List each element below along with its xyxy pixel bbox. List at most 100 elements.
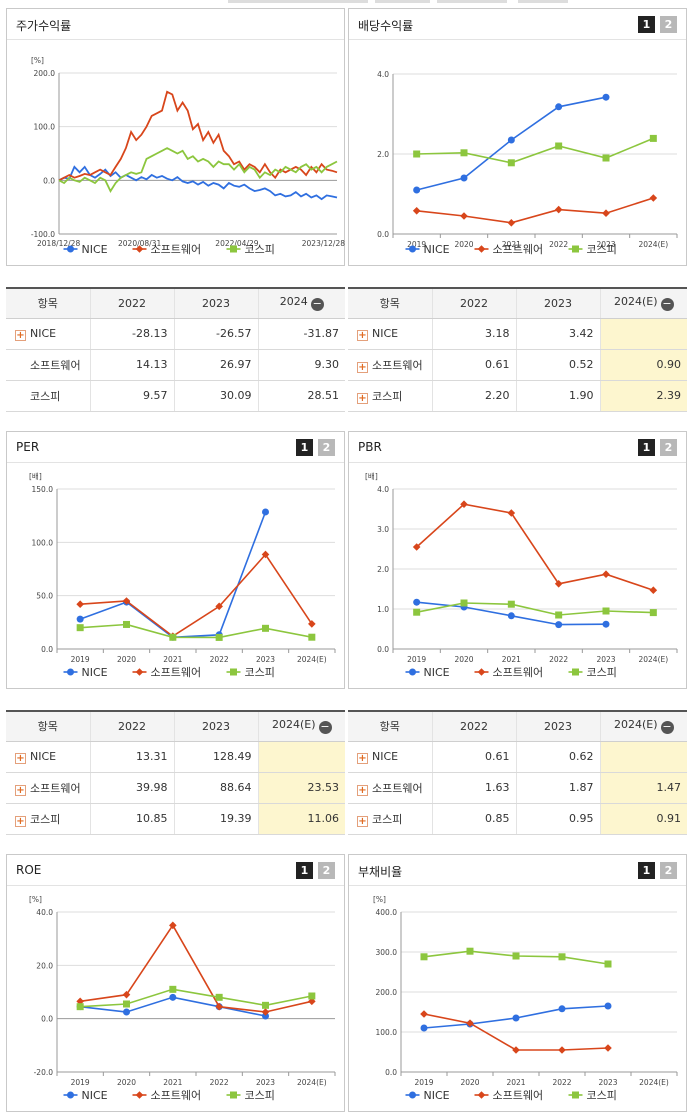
series-line-코스피 (416, 602, 654, 616)
table-cell: 3.18 (431, 318, 516, 350)
table-cell: 10.85 (89, 803, 174, 835)
row-name-cell: 소프트웨어 (6, 349, 90, 381)
expand-plus-icon[interactable]: + (357, 752, 368, 764)
debt-ratio-chart: [%] 400.0 300.0 200.0 100.0 0.0 2019 2020 2021 20… (373, 895, 678, 1102)
x-tick-label: 2023 (598, 1078, 617, 1087)
table-cell: 0.95 (515, 803, 600, 835)
data-point (554, 205, 563, 214)
expand-plus-icon[interactable]: + (357, 784, 368, 796)
legend-marker (67, 668, 74, 676)
table-cell: 11.06 (257, 803, 345, 835)
column-header-label: 2022 (460, 296, 488, 310)
row-name-label: NICE (30, 326, 57, 340)
x-tick-label: 2019 (407, 240, 426, 249)
page-1-button[interactable]: 1 (638, 439, 655, 456)
legend-marker (477, 245, 486, 253)
table-cell: 26.97 (173, 349, 258, 381)
data-point (413, 598, 421, 606)
page-2-button[interactable]: 2 (660, 439, 677, 456)
legend: NICE 소프트웨어 코스피 (63, 243, 275, 256)
page-2-button[interactable]: 2 (660, 16, 677, 33)
legend-label: NICE (82, 1089, 108, 1102)
x-tick-label: 2023 (256, 655, 275, 664)
table-row: + 코스피 2.20 1.90 2.39 (348, 380, 687, 412)
column-header: 2024(E) − (599, 711, 687, 742)
table-cell (599, 318, 687, 350)
table-header-row: 항목 2022 2023 2024(E) − (348, 288, 687, 319)
expand-plus-icon[interactable]: + (357, 392, 368, 404)
expand-plus-icon[interactable]: + (357, 361, 368, 373)
collapse-icon[interactable]: − (660, 720, 674, 735)
table-header-row: 항목 2022 2023 2024(E) − (6, 711, 345, 742)
collapse-icon[interactable]: − (318, 720, 332, 735)
page-1-button[interactable]: 1 (296, 439, 313, 456)
collapse-icon[interactable]: − (660, 297, 674, 312)
expand-plus-icon[interactable]: + (357, 329, 368, 341)
legend: NICE 소프트웨어 코스피 (63, 666, 275, 679)
x-tick-label: 2020 (454, 240, 473, 249)
page-2-button[interactable]: 2 (318, 862, 335, 879)
table-row: 소프트웨어 14.13 26.97 9.30 (6, 349, 345, 381)
series-2 (420, 947, 612, 968)
row-name-cell: + 소프트웨어 (348, 772, 432, 804)
series-line-코스피 (58, 147, 338, 193)
y-tick-label: 20.0 (36, 961, 53, 970)
table-row: + NICE -28.13 -26.57 -31.87 (6, 318, 345, 350)
row-name-cell: + NICE (6, 318, 90, 350)
legend-label: NICE (424, 666, 450, 679)
expand-plus-icon[interactable]: + (15, 752, 26, 764)
table-cell: 0.62 (515, 741, 600, 773)
data-point (308, 997, 316, 1006)
row-name-cell: + 소프트웨어 (6, 772, 90, 804)
data-point (262, 508, 269, 516)
page-1-button[interactable]: 1 (638, 16, 655, 33)
page-2-button[interactable]: 2 (660, 862, 677, 879)
row-name-cell: + NICE (348, 318, 432, 350)
chart-panel-stock-return: 주가수익률 [%] 200.0 100.0 0.0 -100.0 2018/12/28 20… (6, 8, 345, 266)
table-cell: 2.20 (431, 380, 516, 412)
expand-plus-icon[interactable]: + (15, 815, 26, 827)
series-0 (413, 93, 610, 194)
table-header-row: 항목 2022 2023 2024− (6, 288, 345, 319)
legend-marker (135, 245, 144, 253)
y-tick-label: -20.0 (34, 1068, 54, 1077)
series-2 (413, 599, 657, 619)
column-header: 항목 (6, 288, 90, 319)
column-header-label: 2022 (118, 719, 146, 733)
table-row: + 소프트웨어 1.63 1.87 1.47 (348, 772, 687, 804)
table-row: + 코스피 0.85 0.95 0.91 (348, 803, 687, 835)
legend-label: 소프트웨어 (151, 1089, 202, 1102)
page-1-button[interactable]: 1 (296, 862, 313, 879)
legend-label: 소프트웨어 (493, 243, 544, 256)
legend-marker (230, 245, 237, 253)
y-tick-label: 0.0 (377, 230, 389, 239)
data-point (649, 586, 658, 594)
per-chart: [배] 150.0 100.0 50.0 0.0 2019 2020 2021 2022 2023… (29, 472, 336, 679)
x-tick-label: 2021 (163, 1078, 182, 1087)
expand-plus-icon[interactable]: + (15, 329, 26, 341)
legend-marker (135, 668, 144, 676)
expand-plus-icon[interactable]: + (357, 815, 368, 827)
data-point (413, 186, 421, 194)
data-point (308, 620, 316, 628)
series-1 (76, 921, 316, 1016)
row-name-cell: + 코스피 (6, 803, 90, 835)
row-name-cell: + NICE (6, 741, 90, 773)
x-tick-label: 2021 (502, 240, 521, 249)
column-header: 2023 (173, 288, 258, 319)
legend-label: 코스피 (245, 243, 275, 256)
legend-marker (230, 1091, 237, 1099)
y-tick-label: 0.0 (377, 645, 389, 654)
row-name-label: 소프트웨어 (30, 781, 81, 795)
data-point (76, 624, 84, 632)
page-1-button[interactable]: 1 (638, 862, 655, 879)
y-unit-label: [%] (31, 56, 44, 65)
page-2-button[interactable]: 2 (318, 439, 335, 456)
column-header-label: 2023 (202, 296, 230, 310)
expand-plus-icon[interactable]: + (15, 784, 26, 796)
collapse-icon[interactable]: − (310, 297, 324, 312)
